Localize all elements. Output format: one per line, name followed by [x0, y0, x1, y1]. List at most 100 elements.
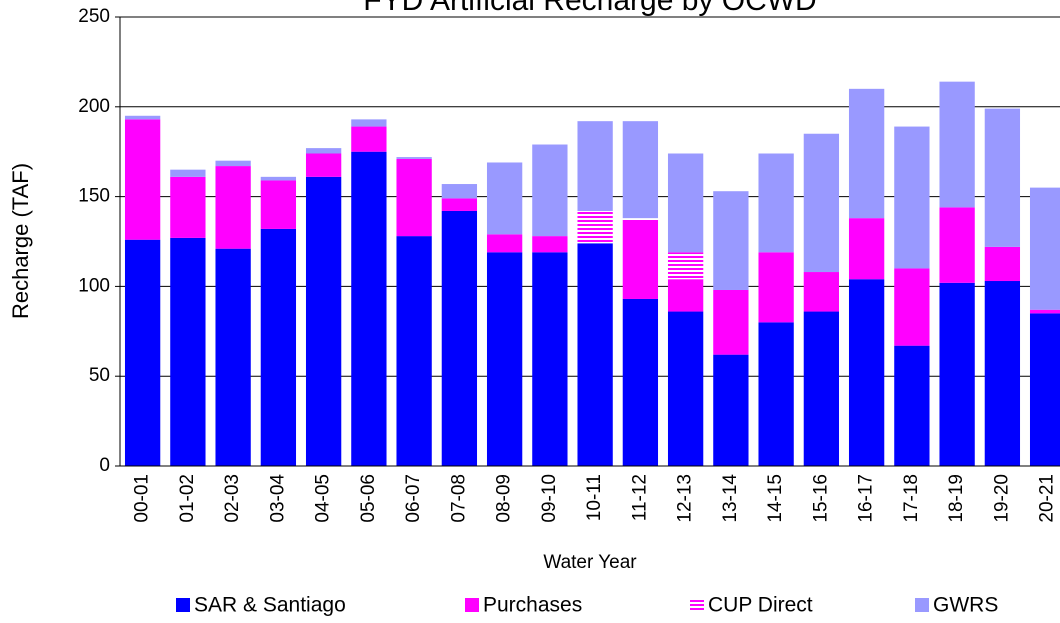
bar-segment	[667, 252, 704, 280]
bar-segment	[984, 108, 1021, 247]
bar-segment	[305, 176, 342, 466]
legend-swatch	[176, 598, 190, 612]
bar-segment	[351, 126, 387, 152]
bar-segment	[803, 272, 840, 312]
x-tick-label: 17-18	[901, 474, 922, 523]
bar-segment	[215, 248, 251, 466]
x-tick-label: 15-16	[810, 474, 831, 523]
bar-segment	[124, 115, 161, 120]
bar-segment	[170, 169, 206, 177]
x-tick-label: 02-03	[222, 474, 243, 523]
bar-segment	[260, 180, 297, 229]
bar-segment	[577, 243, 613, 466]
x-tick-label: 00-01	[132, 474, 153, 523]
bar-segment	[622, 219, 659, 299]
bar-segment	[667, 311, 704, 466]
legend-swatch	[465, 598, 479, 612]
x-tick-label: 18-19	[946, 474, 967, 523]
bar-segment	[486, 252, 523, 466]
y-tick-label: 100	[78, 275, 110, 296]
y-tick-label: 50	[89, 365, 110, 386]
bar-segment	[441, 184, 478, 199]
y-tick-label: 200	[78, 96, 110, 117]
bar-segment	[713, 191, 749, 290]
x-tick-label: 03-04	[267, 474, 288, 523]
bar-segment	[486, 234, 523, 253]
bar-segment	[170, 237, 206, 466]
bar-segment	[305, 148, 342, 154]
bar-segment	[577, 210, 613, 244]
x-tick-label: 12-13	[675, 474, 696, 523]
bar-segment	[441, 210, 478, 466]
legend-label: CUP Direct	[708, 594, 813, 617]
x-tick-label: 05-06	[358, 474, 379, 523]
bar-segment	[441, 198, 478, 211]
bar-segment	[124, 119, 161, 240]
legend-label: Purchases	[483, 594, 582, 617]
bar-segment	[260, 228, 297, 466]
bar-segment	[939, 81, 975, 208]
bar-segment	[577, 121, 613, 211]
x-tick-label: 04-05	[313, 474, 334, 523]
x-tick-label: 10-11	[584, 474, 605, 521]
x-tick-label: 06-07	[403, 474, 424, 523]
x-tick-label: 01-02	[177, 474, 198, 523]
x-tick-label: 20-21	[1037, 474, 1058, 523]
bar-segment	[758, 252, 794, 323]
bar-segment	[215, 166, 251, 249]
x-axis-title: Water Year	[543, 552, 637, 573]
x-tick-label: 07-08	[448, 474, 469, 523]
x-tick-label: 08-09	[494, 474, 515, 523]
bar-segment	[124, 239, 161, 466]
legend-label: SAR & Santiago	[194, 594, 346, 617]
bar-segment	[758, 322, 794, 466]
bar-segment	[848, 88, 885, 219]
bar-segment	[532, 144, 568, 237]
bar-segment	[351, 119, 387, 127]
bar-segment	[532, 252, 568, 466]
bar-segment	[260, 176, 297, 181]
bar-segment	[1029, 313, 1060, 466]
bar-segment	[894, 126, 930, 269]
bar-segment	[351, 151, 387, 466]
bar-segment	[532, 236, 568, 253]
bar-segment	[486, 162, 523, 235]
bar-segment	[939, 282, 975, 466]
bar-segment	[305, 153, 342, 177]
bar-segment	[894, 268, 930, 346]
chart-title: FYD Artificial Recharge by OCWD	[363, 0, 816, 17]
legend-label: GWRS	[933, 594, 998, 617]
bar-segment	[396, 236, 432, 466]
bar-segment	[713, 289, 749, 355]
bar-segment	[984, 281, 1021, 466]
bar-segment	[667, 279, 704, 312]
bar-segment	[396, 157, 432, 159]
bar-segment	[622, 218, 659, 220]
bar-segment	[170, 176, 206, 238]
bar-segment	[984, 246, 1021, 282]
bar-segment	[758, 153, 794, 253]
x-tick-label: 11-12	[629, 474, 650, 521]
bar-segment	[894, 345, 930, 466]
bar-segment	[396, 158, 432, 237]
bar-segment	[803, 133, 840, 273]
bar-segment	[713, 354, 749, 466]
x-tick-label: 16-17	[856, 474, 877, 523]
y-tick-label: 0	[99, 455, 110, 476]
bar-segment	[1029, 187, 1060, 310]
x-tick-label: 09-10	[539, 474, 560, 523]
legend-swatch	[690, 598, 704, 612]
x-tick-label: 19-20	[991, 474, 1012, 523]
y-axis-title: Recharge (TAF)	[8, 163, 33, 319]
bar-segment	[848, 218, 885, 280]
x-tick-label: 14-15	[765, 474, 786, 523]
x-tick-label: 13-14	[720, 474, 741, 523]
bar-segment	[667, 153, 704, 253]
bar-segment	[1029, 309, 1060, 314]
bar-segment	[803, 311, 840, 466]
y-tick-label: 150	[78, 186, 110, 207]
y-tick-label: 250	[78, 6, 110, 27]
bar-segment	[939, 207, 975, 283]
bar-segment	[215, 160, 251, 167]
